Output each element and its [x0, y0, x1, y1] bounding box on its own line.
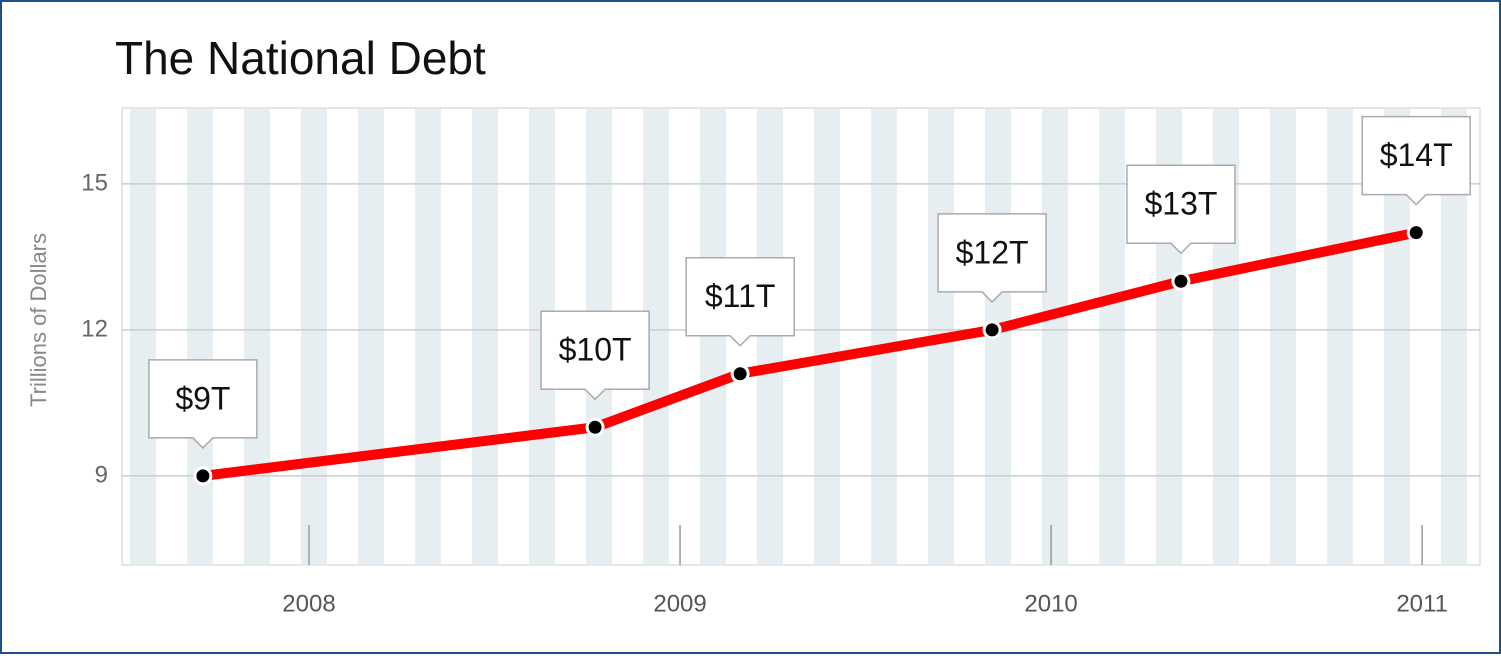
- x-tick-label: 2011: [1396, 590, 1448, 617]
- data-point: [1171, 271, 1191, 291]
- stripe: [1270, 109, 1296, 565]
- stripe: [757, 109, 783, 565]
- y-axis-label: Trillions of Dollars: [26, 233, 51, 407]
- stripe: [301, 109, 327, 565]
- x-tick-label: 2009: [653, 590, 706, 617]
- stripe: [1099, 109, 1125, 565]
- callout: [1126, 164, 1236, 255]
- callout: [937, 213, 1047, 303]
- callout: [1361, 115, 1471, 206]
- data-label: $12T: [956, 234, 1029, 270]
- stripe: [814, 109, 840, 565]
- chart-title: The National Debt: [115, 32, 486, 84]
- stripe: [700, 109, 726, 565]
- x-tick-label: 2008: [282, 590, 335, 617]
- data-label: $14T: [1380, 137, 1453, 173]
- stripe: [871, 109, 897, 565]
- data-label: $9T: [175, 380, 230, 416]
- data-point: [1406, 223, 1426, 243]
- y-tick-label: 9: [95, 461, 108, 488]
- x-tick-label: 2010: [1024, 590, 1077, 617]
- stripe: [415, 109, 441, 565]
- y-tick-label: 12: [81, 315, 108, 342]
- data-point: [982, 320, 1002, 340]
- data-label: $11T: [705, 278, 776, 314]
- callout: [540, 310, 650, 401]
- callout: [148, 359, 258, 449]
- series-line: [202, 227, 1418, 481]
- stripe: [187, 109, 213, 565]
- data-label: $10T: [559, 332, 632, 368]
- stripe: [472, 109, 498, 565]
- callout: [685, 256, 795, 347]
- data-point: [730, 364, 750, 384]
- data-point: [585, 417, 605, 437]
- stripe: [130, 109, 156, 565]
- stripe: [244, 109, 270, 565]
- data-label: $13T: [1144, 186, 1217, 222]
- stripe: [358, 109, 384, 565]
- y-tick-label: 15: [81, 169, 108, 196]
- stripe: [1327, 109, 1353, 565]
- stripe: [1042, 109, 1068, 565]
- data-point: [193, 466, 213, 486]
